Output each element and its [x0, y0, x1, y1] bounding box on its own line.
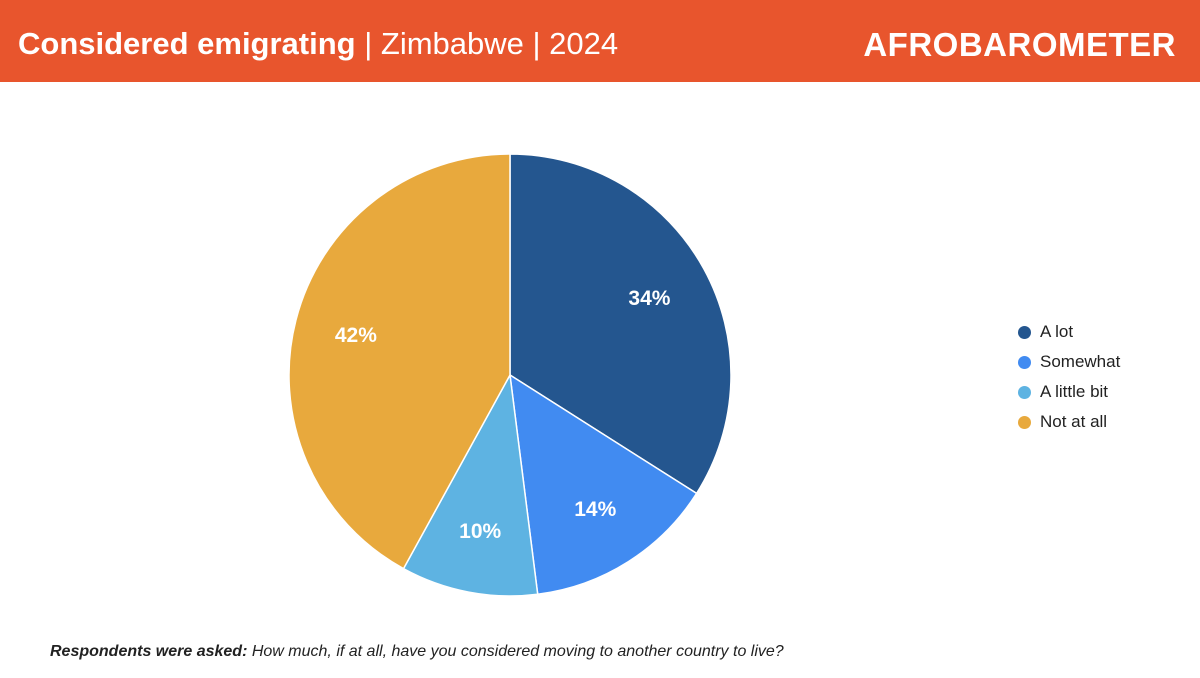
chart-legend: A lot Somewhat A little bit Not at all [1018, 317, 1120, 437]
brand-logo: AFROBAROMETER [863, 26, 1176, 63]
legend-label: Somewhat [1040, 352, 1121, 371]
pie-slice-somewhat [509, 373, 698, 596]
pie-slice-a-lot [509, 153, 732, 495]
footnote-lead: Respondents were asked: [50, 643, 248, 660]
legend-swatch [1018, 415, 1031, 429]
legend-item-a-lot: A lot [1018, 317, 1120, 347]
header-bar: Considered emigrating | Zimbabwe | 2024 … [0, 0, 1200, 82]
pie-chart: 34% 14% 10% 42% [288, 153, 732, 597]
slice-label-not-at-all: 42% [335, 324, 377, 347]
title-subtitle: | Zimbabwe | 2024 [355, 26, 619, 61]
footnote-question: How much, if at all, have you considered… [247, 643, 784, 660]
chart-area: 34% 14% 10% 42% A lot Somewhat A little bit No… [0, 82, 1200, 642]
legend-label: A lot [1040, 322, 1074, 341]
legend-item-not-at-all: Not at all [1018, 407, 1120, 437]
legend-swatch [1018, 325, 1031, 339]
survey-question-footnote: Respondents were asked: How much, if at … [50, 643, 784, 661]
slice-label-a-little-bit: 10% [459, 520, 501, 543]
legend-label: Not at all [1040, 412, 1108, 431]
slice-label-a-lot: 34% [628, 287, 670, 310]
legend-swatch [1018, 385, 1031, 399]
legend-item-a-little-bit: A little bit [1018, 377, 1120, 407]
title-main: Considered emigrating [18, 26, 356, 61]
pie-slice-not-at-all [288, 153, 511, 570]
slice-label-somewhat: 14% [574, 498, 616, 521]
legend-swatch [1018, 355, 1031, 369]
pie-slice-a-little-bit [402, 372, 539, 597]
page-title: Considered emigrating | Zimbabwe | 2024 [18, 0, 618, 82]
legend-label: A little bit [1040, 382, 1109, 401]
legend-item-somewhat: Somewhat [1018, 347, 1120, 377]
